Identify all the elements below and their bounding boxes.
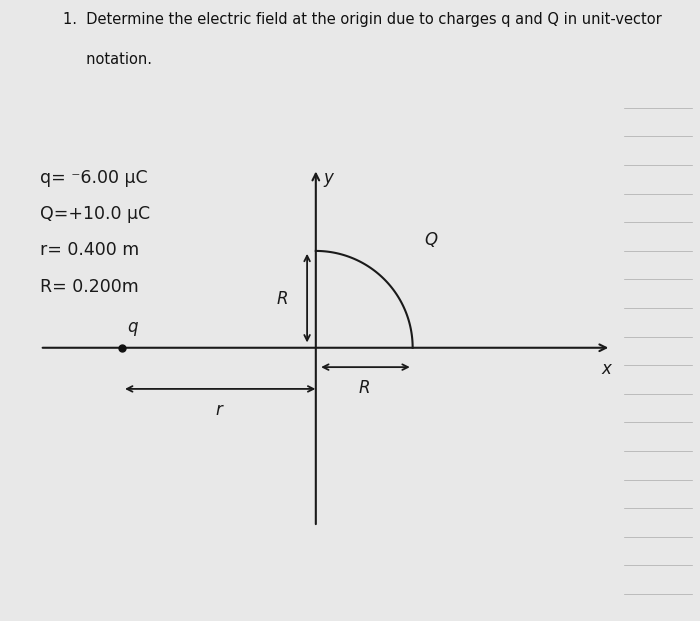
Text: R: R — [276, 291, 288, 309]
Text: q= ⁻6.00 μC: q= ⁻6.00 μC — [40, 169, 148, 187]
Text: r= 0.400 m: r= 0.400 m — [40, 241, 139, 259]
Text: r: r — [216, 401, 223, 419]
Text: Q=+10.0 μC: Q=+10.0 μC — [40, 205, 150, 223]
Text: x: x — [601, 360, 611, 378]
Text: q: q — [127, 318, 137, 336]
Text: R= 0.200m: R= 0.200m — [40, 278, 139, 296]
Text: R: R — [358, 379, 370, 397]
Text: notation.: notation. — [63, 53, 152, 68]
Text: 1.  Determine the electric field at the origin due to charges q and Q in unit-ve: 1. Determine the electric field at the o… — [63, 12, 662, 27]
Text: y: y — [323, 169, 333, 187]
Text: Q: Q — [425, 230, 438, 248]
